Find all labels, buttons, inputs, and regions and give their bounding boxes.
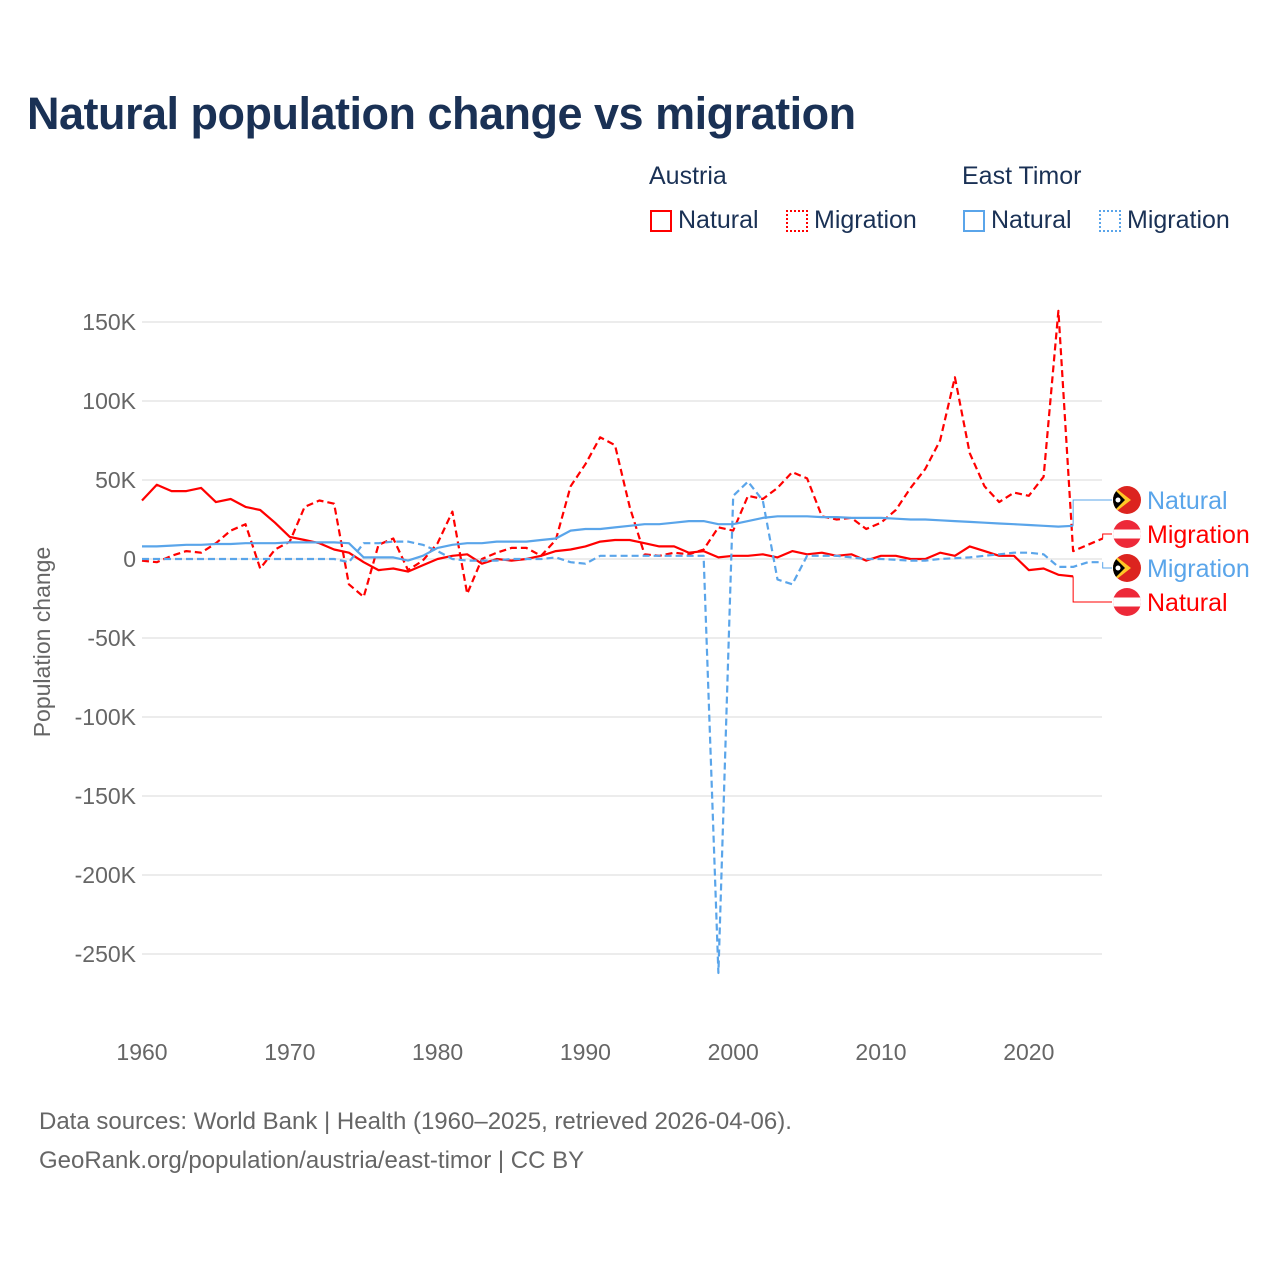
y-tick-label: -100K	[75, 704, 137, 730]
end-label: Migration	[1147, 521, 1250, 549]
y-tick-label: -150K	[75, 783, 137, 809]
x-tick-label: 1970	[264, 1039, 315, 1065]
legend-east-timor-migration[interactable]: Migration	[1099, 206, 1230, 235]
legend-label: Natural	[991, 206, 1072, 234]
end-label-connector	[1072, 576, 1112, 603]
austria-flag-icon	[1113, 520, 1141, 548]
y-axis-title: Population change	[29, 547, 55, 738]
end-label-connector	[1072, 499, 1112, 526]
y-tick-label: 100K	[82, 388, 136, 414]
flag-white	[1113, 597, 1141, 607]
austria-flag-icon	[1113, 588, 1141, 616]
legend-austria-migration[interactable]: Migration	[786, 206, 917, 235]
legend-swatch-solid	[650, 209, 672, 232]
end-label-connector	[1102, 562, 1112, 569]
legend-group-austria: Austria	[649, 162, 727, 190]
chart-title: Natural population change vs migration	[27, 88, 856, 139]
legend-swatch-dotted	[1099, 209, 1121, 232]
flag-star	[1115, 565, 1121, 571]
x-tick-label: 2020	[1003, 1039, 1054, 1065]
end-label: Natural	[1147, 589, 1228, 617]
series-line-east-timor-natural	[142, 515, 1074, 562]
legend-label: Natural	[678, 206, 759, 234]
east-timor-flag-icon	[1113, 486, 1141, 514]
flag-white	[1113, 529, 1141, 539]
end-label-connector	[1102, 533, 1112, 539]
legend-label: Migration	[1127, 206, 1230, 234]
x-tick-label: 1980	[412, 1039, 463, 1065]
y-tick-label: -200K	[75, 862, 137, 888]
end-label: Natural	[1147, 487, 1228, 515]
legend-east-timor-natural[interactable]: Natural	[963, 206, 1072, 235]
x-tick-label: 2000	[708, 1039, 759, 1065]
y-tick-label: -250K	[75, 941, 137, 967]
flag-star	[1115, 497, 1121, 503]
east-timor-flag-icon	[1113, 554, 1141, 582]
x-tick-label: 1960	[116, 1039, 167, 1065]
legend-austria-natural[interactable]: Natural	[650, 206, 759, 235]
series-line-austria-migration	[141, 309, 1104, 599]
end-label: Migration	[1147, 555, 1250, 583]
legend-label: Migration	[814, 206, 917, 234]
series-line-east-timor-migration	[142, 480, 1103, 975]
legend-group-east-timor: East Timor	[962, 162, 1082, 190]
legend-swatch-solid	[963, 209, 985, 232]
x-tick-label: 2010	[855, 1039, 906, 1065]
footer-attribution[interactable]: GeoRank.org/population/austria/east-timo…	[39, 1147, 585, 1174]
x-tick-label: 1990	[560, 1039, 611, 1065]
y-tick-label: 50K	[95, 467, 137, 493]
series-line-austria-natural	[141, 483, 1074, 578]
y-tick-label: -50K	[87, 625, 136, 651]
y-tick-label: 0	[123, 546, 136, 572]
y-tick-label: 150K	[82, 309, 136, 335]
legend-swatch-dotted	[786, 209, 808, 232]
footer-sources: Data sources: World Bank | Health (1960–…	[39, 1108, 792, 1135]
